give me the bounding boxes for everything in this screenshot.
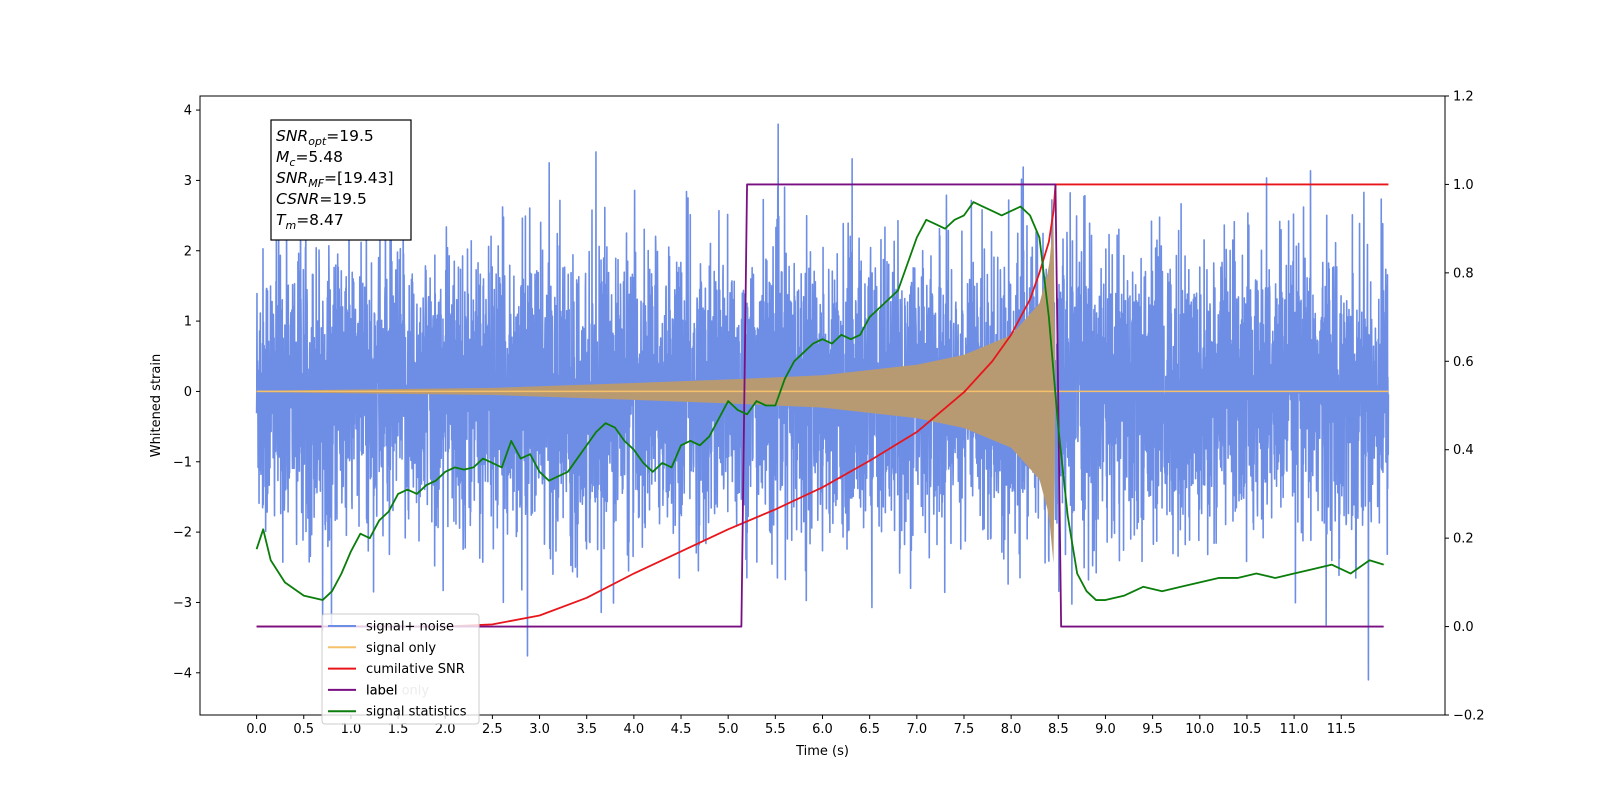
- annotation-value: =19.5: [326, 127, 374, 145]
- x-tick-label: 10.0: [1185, 722, 1214, 737]
- x-tick-label: 7.0: [906, 722, 927, 737]
- series-signal-statistics: [255, 201, 1384, 601]
- x-tick-label: 11.5: [1327, 722, 1356, 737]
- x-tick-label: 2.5: [482, 722, 503, 737]
- y2-tick-label: −0.2: [1453, 709, 1485, 724]
- legend-label-label: label: [366, 683, 397, 698]
- series-signal-only: [256, 219, 1389, 564]
- annotation-subscript: c: [289, 156, 295, 169]
- x-tick-label: 10.5: [1232, 722, 1261, 737]
- series-label: [256, 183, 1384, 628]
- annotation-symbol: M: [276, 148, 289, 166]
- x-tick-label: 3.5: [576, 722, 597, 737]
- y-tick-label: −4: [173, 666, 192, 681]
- x-tick-label: 3.0: [529, 722, 550, 737]
- x-tick-label: 5.0: [718, 722, 739, 737]
- x-tick-label: 8.5: [1048, 722, 1069, 737]
- annotation-frame: [270, 119, 412, 241]
- y2-tick-label: 0.0: [1453, 620, 1474, 635]
- x-tick-label: 8.0: [1001, 722, 1022, 737]
- x-tick-label: 9.0: [1095, 722, 1116, 737]
- x-tick-label: 7.5: [954, 722, 975, 737]
- y-axis-right: −0.2 0.0 0.2 0.4 0.6 0.8 1.0 1.2: [1445, 90, 1485, 724]
- annotation-symbol: SNR: [276, 127, 308, 145]
- annotation-value: =8.47: [296, 211, 344, 229]
- y-tick-label: 1: [184, 315, 192, 330]
- y-axis-left: −4 −3 −2 −1 0 1 2 3 4: [173, 104, 200, 681]
- annotation-symbol: SNR: [276, 169, 308, 187]
- label-line: [256, 183, 1384, 628]
- y2-tick-label: 0.6: [1453, 355, 1474, 370]
- y2-tick-label: 0.2: [1453, 532, 1474, 547]
- x-tick-label: 1.5: [388, 722, 409, 737]
- series-cumilative-snr: [256, 183, 1389, 628]
- annotation-line: Mc=5.48: [276, 148, 343, 169]
- legend: signal+ noise signal only cumilative SNR la…: [321, 613, 480, 725]
- annotation-line: SNRMF=[19.43]: [276, 169, 394, 190]
- x-tick-label: 0.5: [293, 722, 314, 737]
- parameter-annotation-box: SNRopt=19.5Mc=5.48SNRMF=[19.43]CSNR=19.5…: [270, 119, 412, 241]
- legend-label-signal-only: signal only: [366, 641, 436, 656]
- annotation-symbol: CSNR: [276, 190, 319, 208]
- x-axis-label: Time (s): [795, 744, 849, 759]
- legend-obscured-label: label only: [366, 683, 429, 698]
- x-tick-label: 9.5: [1142, 722, 1163, 737]
- legend-frame: [321, 613, 480, 725]
- y-tick-label: 3: [184, 174, 192, 189]
- y-axis-label: Whitened strain: [149, 354, 164, 457]
- annotation-value: =5.48: [295, 148, 343, 166]
- legend-label-signal-statistics: signal statistics: [366, 705, 467, 720]
- y-tick-label: 0: [184, 385, 192, 400]
- annotation-line: SNRopt=19.5: [276, 127, 374, 148]
- series-signal-plus-noise: [255, 123, 1390, 681]
- x-tick-label: 6.0: [812, 722, 833, 737]
- x-tick-label: 0.0: [246, 722, 267, 737]
- y-tick-label: −2: [173, 526, 192, 541]
- annotation-subscript: MF: [308, 177, 324, 190]
- y2-tick-label: 1.2: [1453, 90, 1474, 105]
- x-tick-label: 4.5: [671, 722, 692, 737]
- plot-area: [255, 123, 1390, 681]
- y-tick-label: 2: [184, 244, 192, 259]
- annotation-value: =19.5: [319, 190, 367, 208]
- x-tick-label: 4.0: [624, 722, 645, 737]
- cumilative-snr-line: [256, 183, 1389, 628]
- x-tick-label: 11.0: [1280, 722, 1309, 737]
- signal-plus-noise-line: [255, 123, 1390, 681]
- x-axis: 0.0 0.5 1.0 1.5 2.0 2.5 3.0 3.5 4.0 4.5 5.0 5.5 6.0 6…: [246, 715, 1356, 737]
- legend-label-cumilative-snr: cumilative SNR: [366, 662, 465, 677]
- y2-tick-label: 0.8: [1453, 266, 1474, 281]
- y2-tick-label: 1.0: [1453, 178, 1474, 193]
- annotation-subscript: m: [285, 219, 296, 232]
- y-tick-label: −3: [173, 596, 192, 611]
- legend-label-signal-plus-noise: signal+ noise: [366, 620, 454, 635]
- x-tick-label: 5.5: [765, 722, 786, 737]
- signal-statistics-line: [255, 201, 1384, 601]
- annotation-symbol: T: [276, 211, 287, 229]
- annotation-subscript: opt: [308, 135, 327, 148]
- annotation-line: Tm=8.47: [276, 211, 344, 232]
- x-tick-label: 1.0: [341, 722, 362, 737]
- x-tick-label: 2.0: [435, 722, 456, 737]
- x-tick-label: 6.5: [859, 722, 880, 737]
- y2-tick-label: 0.4: [1453, 443, 1474, 458]
- legend-label-overlay: label: [366, 683, 397, 698]
- y-tick-label: 4: [184, 104, 192, 119]
- annotation-line: CSNR=19.5: [276, 190, 367, 208]
- annotation-value: =[19.43]: [324, 169, 393, 187]
- y-tick-label: −1: [173, 455, 192, 470]
